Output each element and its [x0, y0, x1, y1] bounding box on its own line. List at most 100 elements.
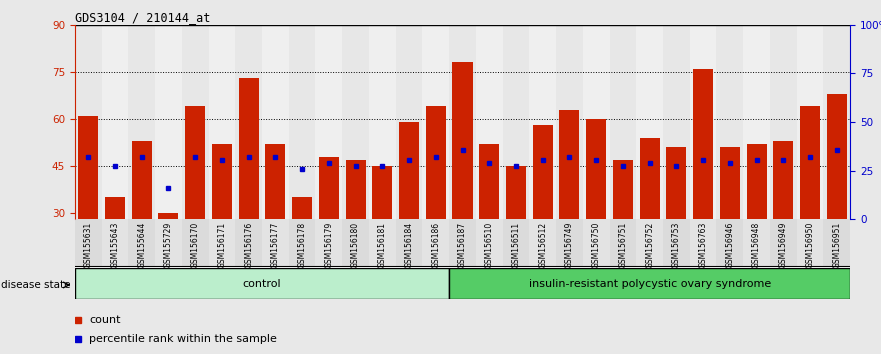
Bar	[449, 25, 476, 219]
Text: GSM156749: GSM156749	[565, 222, 574, 268]
Bar	[422, 25, 449, 219]
Text: percentile rank within the sample: percentile rank within the sample	[89, 333, 277, 344]
Bar	[396, 219, 422, 267]
Bar	[476, 219, 503, 267]
Bar	[666, 147, 686, 219]
Bar	[716, 25, 744, 219]
Text: GSM156753: GSM156753	[672, 222, 681, 268]
Text: GDS3104 / 210144_at: GDS3104 / 210144_at	[75, 11, 211, 24]
Text: GSM156186: GSM156186	[432, 222, 440, 268]
Bar	[720, 147, 740, 219]
Text: GSM156750: GSM156750	[592, 222, 601, 268]
Bar	[129, 25, 155, 219]
Text: GSM156181: GSM156181	[378, 222, 387, 268]
Text: GSM156512: GSM156512	[538, 222, 547, 268]
Bar	[583, 219, 610, 267]
Text: GSM156179: GSM156179	[324, 222, 333, 268]
Bar	[209, 219, 235, 267]
Bar	[369, 219, 396, 267]
Bar	[479, 144, 500, 219]
Bar	[449, 219, 476, 267]
Bar	[342, 25, 369, 219]
Bar	[693, 69, 713, 219]
Bar	[155, 25, 181, 219]
Text: disease state: disease state	[1, 280, 70, 290]
Bar	[690, 25, 716, 219]
Bar	[75, 219, 101, 267]
Text: GSM156763: GSM156763	[699, 222, 707, 268]
Bar	[746, 144, 766, 219]
Text: GSM156951: GSM156951	[833, 222, 841, 268]
Text: GSM156178: GSM156178	[298, 222, 307, 268]
Text: GSM155631: GSM155631	[84, 222, 93, 268]
Bar	[426, 107, 446, 219]
Bar	[155, 219, 181, 267]
Bar	[826, 94, 847, 219]
Bar	[503, 219, 529, 267]
Bar	[101, 219, 129, 267]
Bar	[506, 166, 526, 219]
Bar	[529, 25, 556, 219]
Bar	[422, 219, 449, 267]
Text: GSM156177: GSM156177	[270, 222, 280, 268]
Bar	[319, 157, 339, 219]
Bar	[75, 25, 101, 219]
Text: GSM155729: GSM155729	[164, 222, 173, 268]
Bar	[640, 138, 660, 219]
Text: GSM156510: GSM156510	[485, 222, 493, 268]
Text: GSM156511: GSM156511	[512, 222, 521, 268]
Text: GSM156946: GSM156946	[725, 222, 735, 268]
Text: GSM155644: GSM155644	[137, 222, 146, 268]
Text: GSM156751: GSM156751	[618, 222, 627, 268]
Bar	[75, 268, 449, 299]
Text: count: count	[89, 315, 121, 325]
Bar	[289, 25, 315, 219]
Bar	[774, 141, 794, 219]
Text: GSM156180: GSM156180	[352, 222, 360, 268]
Bar	[613, 160, 633, 219]
Text: GSM156184: GSM156184	[404, 222, 413, 268]
Bar	[265, 144, 285, 219]
Bar	[556, 219, 583, 267]
Bar	[239, 78, 259, 219]
Bar	[610, 25, 636, 219]
Bar	[209, 25, 235, 219]
Text: GSM156949: GSM156949	[779, 222, 788, 268]
Text: GSM156170: GSM156170	[190, 222, 200, 268]
Bar	[559, 110, 580, 219]
Text: control: control	[242, 279, 281, 289]
Bar	[129, 219, 155, 267]
Bar	[181, 25, 209, 219]
Bar	[824, 219, 850, 267]
Text: GSM156950: GSM156950	[805, 222, 815, 268]
Text: GSM155643: GSM155643	[110, 222, 120, 268]
Bar	[262, 219, 289, 267]
Bar	[185, 107, 205, 219]
Bar	[159, 213, 179, 219]
Bar	[529, 219, 556, 267]
Bar	[235, 219, 262, 267]
Bar	[345, 160, 366, 219]
Bar	[800, 107, 820, 219]
Text: GSM156752: GSM156752	[645, 222, 655, 268]
Bar	[78, 116, 99, 219]
Bar	[315, 25, 342, 219]
Bar	[636, 25, 663, 219]
Bar	[396, 25, 422, 219]
Bar	[716, 219, 744, 267]
Bar	[181, 219, 209, 267]
Bar	[556, 25, 583, 219]
Bar	[476, 25, 503, 219]
Bar	[636, 219, 663, 267]
Bar	[315, 219, 342, 267]
Text: GSM156176: GSM156176	[244, 222, 253, 268]
Bar	[131, 141, 152, 219]
Bar	[262, 25, 289, 219]
Text: GSM156171: GSM156171	[218, 222, 226, 268]
Bar	[583, 25, 610, 219]
Bar	[373, 166, 392, 219]
Bar	[796, 25, 824, 219]
Text: insulin-resistant polycystic ovary syndrome: insulin-resistant polycystic ovary syndr…	[529, 279, 771, 289]
Text: GSM156948: GSM156948	[752, 222, 761, 268]
Bar	[212, 144, 232, 219]
